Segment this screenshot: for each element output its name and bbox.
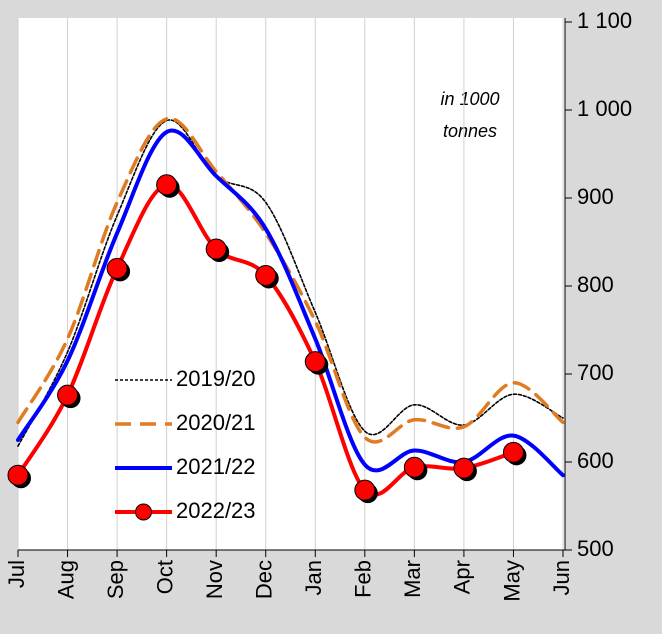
legend-label: 2019/20 [176,366,256,391]
x-tick-label: Feb [351,560,376,598]
legend-label: 2020/21 [176,410,256,435]
marker [502,441,524,463]
marker [205,238,227,260]
legend-label: 2022/23 [176,498,256,523]
y-tick-label: 500 [577,536,614,561]
marker [255,264,277,286]
annotation: in 1000 [440,89,499,109]
marker [156,174,178,196]
legend-marker [135,503,152,521]
x-tick-label: Mar [400,560,425,598]
marker [7,464,29,486]
x-tick-label: Sep [103,560,128,599]
y-tick-label: 900 [577,184,614,209]
x-tick-label: Jan [301,560,326,595]
legend-label: 2021/22 [176,454,256,479]
x-tick-label: Oct [152,560,177,594]
x-tick-label: May [499,560,524,602]
marker [453,457,475,479]
marker [106,257,128,279]
y-tick-label: 1 000 [577,96,632,121]
marker [354,479,376,501]
x-tick-label: Nov [202,560,227,599]
marker [57,384,79,406]
marker [304,351,326,373]
y-tick-label: 700 [577,360,614,385]
x-tick-label: Dec [252,560,277,599]
x-tick-label: Aug [53,560,78,599]
y-tick-label: 800 [577,272,614,297]
x-tick-label: Jun [549,560,574,595]
series-line [17,119,564,447]
marker [403,456,425,478]
x-tick-label: Apr [450,560,475,594]
x-tick-label: Jul [4,560,29,588]
y-tick-label: 600 [577,448,614,473]
y-tick-label: 1 100 [577,8,632,33]
annotation: tonnes [443,121,497,141]
